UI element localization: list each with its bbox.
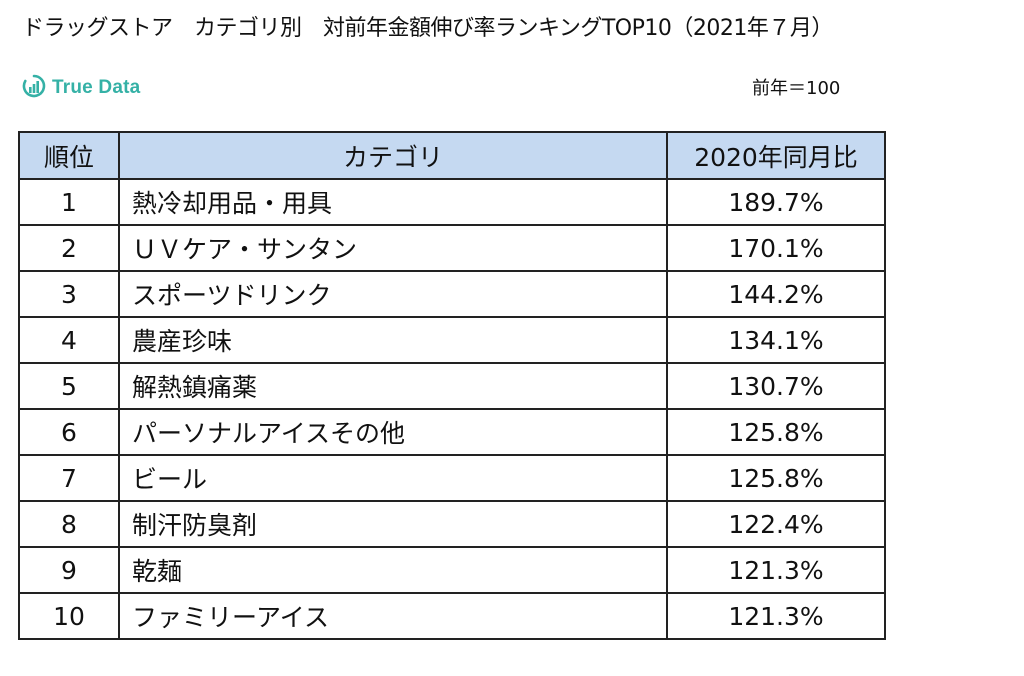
category-cell: 熱冷却用品・用具 (118, 178, 668, 226)
value-cell: 125.8% (666, 408, 886, 456)
value-cell: 125.8% (666, 454, 886, 502)
category-cell: パーソナルアイスその他 (118, 408, 668, 456)
rank-cell: 2 (18, 224, 120, 272)
table-header-row: 順位 カテゴリ 2020年同月比 (18, 131, 886, 180)
table-row: 10 ファミリーアイス 121.3% (18, 592, 886, 640)
category-cell: ファミリーアイス (118, 592, 668, 640)
value-cell: 134.1% (666, 316, 886, 364)
header-rank: 順位 (18, 131, 120, 180)
value-cell: 121.3% (666, 592, 886, 640)
rank-cell: 8 (18, 500, 120, 548)
value-cell: 189.7% (666, 178, 886, 226)
base-note: 前年＝100 (752, 78, 841, 99)
table-row: 2 ＵＶケア・サンタン 170.1% (18, 224, 886, 272)
category-cell: 制汗防臭剤 (118, 500, 668, 548)
rank-cell: 10 (18, 592, 120, 640)
bar-chart-circle-icon (22, 74, 46, 102)
table-row: 7 ビール 125.8% (18, 454, 886, 502)
category-cell: ＵＶケア・サンタン (118, 224, 668, 272)
value-cell: 121.3% (666, 546, 886, 594)
table-row: 9 乾麺 121.3% (18, 546, 886, 594)
header-value: 2020年同月比 (666, 131, 886, 180)
true-data-logo: True Data (22, 74, 140, 102)
table-row: 1 熱冷却用品・用具 189.7% (18, 178, 886, 226)
value-cell: 144.2% (666, 270, 886, 318)
rank-cell: 7 (18, 454, 120, 502)
table-row: 8 制汗防臭剤 122.4% (18, 500, 886, 548)
page-title: ドラッグストア カテゴリ別 対前年金額伸び率ランキングTOP10（2021年７月… (22, 16, 833, 41)
table-row: 5 解熱鎮痛薬 130.7% (18, 362, 886, 410)
category-cell: ビール (118, 454, 668, 502)
value-cell: 130.7% (666, 362, 886, 410)
ranking-table: 順位 カテゴリ 2020年同月比 1 熱冷却用品・用具 189.7% 2 ＵＶケ… (18, 131, 886, 640)
rank-cell: 5 (18, 362, 120, 410)
category-cell: スポーツドリンク (118, 270, 668, 318)
rank-cell: 6 (18, 408, 120, 456)
rank-cell: 9 (18, 546, 120, 594)
table-row: 4 農産珍味 134.1% (18, 316, 886, 364)
rank-cell: 3 (18, 270, 120, 318)
rank-cell: 4 (18, 316, 120, 364)
table-row: 6 パーソナルアイスその他 125.8% (18, 408, 886, 456)
logo-text: True Data (52, 77, 141, 98)
value-cell: 122.4% (666, 500, 886, 548)
value-cell: 170.1% (666, 224, 886, 272)
category-cell: 農産珍味 (118, 316, 668, 364)
header-category: カテゴリ (118, 131, 668, 180)
rank-cell: 1 (18, 178, 120, 226)
table-row: 3 スポーツドリンク 144.2% (18, 270, 886, 318)
category-cell: 乾麺 (118, 546, 668, 594)
category-cell: 解熱鎮痛薬 (118, 362, 668, 410)
